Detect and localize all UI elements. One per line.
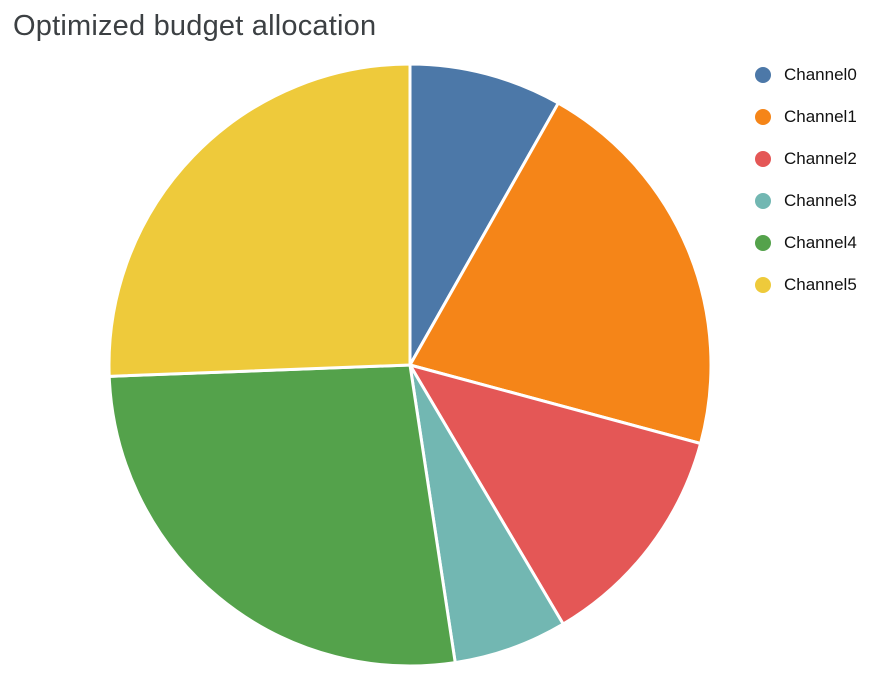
legend-label-channel3: Channel3 <box>784 191 857 210</box>
legend-item-channel0: Channel0 <box>755 54 857 96</box>
legend-swatch-channel4-icon <box>755 235 771 251</box>
pie-slice-channel1 <box>408 101 713 446</box>
legend-swatch-channel1-icon <box>755 109 771 125</box>
legend-item-channel1: Channel1 <box>755 96 857 138</box>
legend-item-channel5: Channel5 <box>755 264 857 306</box>
legend-item-channel2: Channel2 <box>755 138 857 180</box>
legend-swatch-channel2-icon <box>755 151 771 167</box>
chart-title: Optimized budget allocation <box>13 10 377 42</box>
legend-label-channel5: Channel5 <box>784 275 857 294</box>
legend-label-channel2: Channel2 <box>784 149 857 168</box>
legend: Channel0 Channel1 Channel2 Channel3 Chan… <box>755 54 857 306</box>
legend-label-channel4: Channel4 <box>784 233 857 252</box>
pie-slice-channel0 <box>408 62 560 367</box>
legend-label-channel0: Channel0 <box>784 65 857 84</box>
legend-swatch-channel5-icon <box>755 277 771 293</box>
pie-slice-channel2 <box>408 363 703 626</box>
legend-swatch-channel3-icon <box>755 193 771 209</box>
pie-slice-channel5 <box>107 62 412 378</box>
legend-item-channel3: Channel3 <box>755 180 857 222</box>
legend-label-channel1: Channel1 <box>784 107 857 126</box>
pie-slice-channel4 <box>107 363 457 668</box>
legend-swatch-channel0-icon <box>755 67 771 83</box>
legend-item-channel4: Channel4 <box>755 222 857 264</box>
